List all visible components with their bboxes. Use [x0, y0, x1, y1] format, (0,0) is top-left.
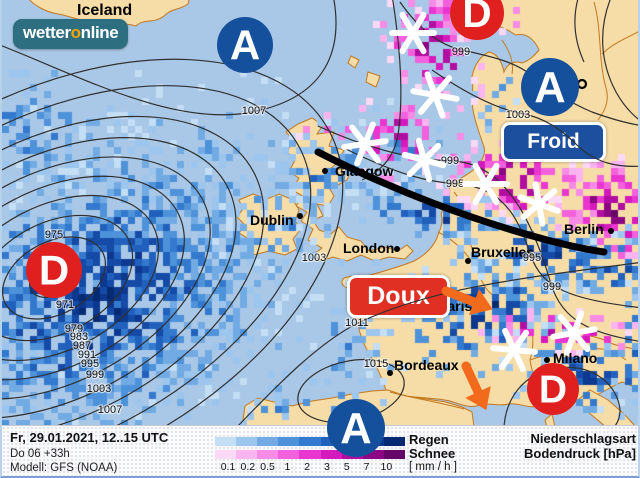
model-name: Modell: GFS (NOAA)	[10, 462, 118, 474]
rain-scale-step	[362, 437, 384, 446]
city-label: Milano	[553, 350, 598, 366]
cold-airmass-label: Froid	[501, 122, 606, 162]
city-label: London	[343, 240, 395, 256]
map-footer-bar: Fr, 29.01.2021, 12..15 UTC Do 06 +33h Mo…	[2, 425, 638, 476]
snow-color-scale	[215, 450, 405, 459]
legend-title-precip-type: Niederschlagsart	[530, 431, 637, 446]
snow-scale-step	[362, 450, 384, 459]
snow-scale-step	[341, 450, 363, 459]
snow-scale-step	[299, 450, 321, 459]
snow-scale-step	[236, 450, 258, 459]
rain-scale-step	[215, 437, 237, 446]
rain-scale-step	[278, 437, 300, 446]
legend-tick: 0.1	[220, 461, 236, 473]
snow-scale-step	[278, 450, 300, 459]
snow-scale-step	[257, 450, 279, 459]
rain-scale-step	[341, 437, 363, 446]
rain-color-scale	[215, 437, 405, 446]
snow-label: Schnee	[409, 446, 456, 461]
snow-scale-step	[383, 450, 405, 459]
logo-text-o: o	[70, 23, 81, 42]
legend-tick: 5	[343, 461, 350, 473]
valid-datetime: Fr, 29.01.2021, 12..15 UTC	[10, 430, 169, 445]
logo-text-wetter: wetter	[23, 23, 71, 42]
legend-tick: 10	[380, 461, 393, 473]
rain-label: Regen	[409, 432, 449, 447]
legend-tick: 0.2	[240, 461, 256, 473]
legend-tick: 1	[284, 461, 291, 473]
region-label: Iceland	[77, 2, 133, 19]
rain-scale-step	[383, 437, 405, 446]
legend-tick: 0.5	[260, 461, 275, 473]
rain-scale-step	[257, 437, 279, 446]
logo-text-nline: nline	[80, 23, 119, 42]
precipitation-layer	[2, 0, 638, 425]
legend-tick-values: 0.1 0.2 0.5 1 2 3 5 7 10	[215, 461, 405, 473]
city-label: Bordeaux	[394, 357, 459, 373]
city-label: Berlin	[564, 221, 604, 237]
snow-scale-step	[215, 450, 237, 459]
city-label: Glasgow	[335, 163, 394, 179]
city-label: Dublin	[250, 212, 294, 228]
warm-airmass-label: Doux	[347, 275, 450, 318]
model-run: Do 06 +33h	[10, 448, 70, 460]
weather-map[interactable]: wetteronline Iceland Glasgow Dublin London B…	[2, 0, 638, 425]
snow-scale-step	[320, 450, 342, 459]
rain-scale-step	[299, 437, 321, 446]
rain-scale-step	[236, 437, 258, 446]
legend-title-pressure: Bodendruck [hPa]	[524, 446, 636, 461]
city-label: Bruxelles	[471, 244, 535, 260]
rain-scale-step	[320, 437, 342, 446]
wetteronline-logo[interactable]: wetteronline	[13, 19, 129, 49]
legend-tick: 7	[363, 461, 370, 473]
legend-tick: 3	[324, 461, 330, 473]
legend-unit: [ mm / h ]	[409, 461, 457, 473]
legend-tick: 2	[304, 461, 311, 473]
